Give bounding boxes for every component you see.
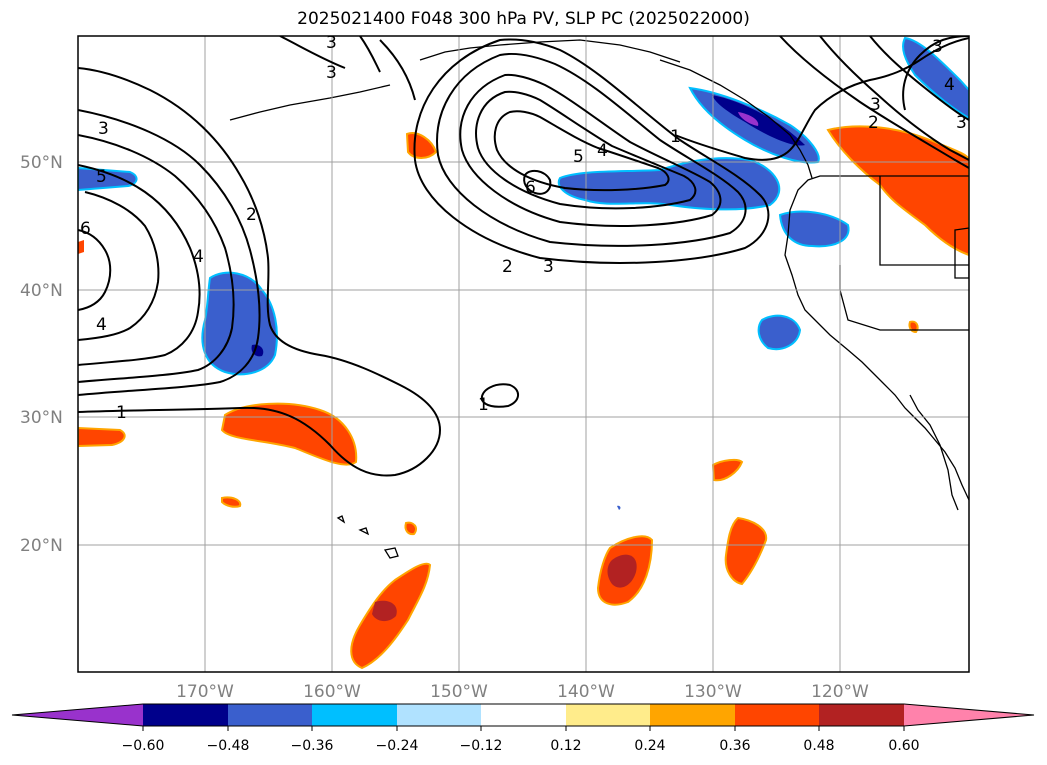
- latitude-label: 50°N: [20, 153, 63, 173]
- colorbar-tick-label: −0.24: [376, 738, 419, 754]
- colorbar-tick-label: −0.12: [460, 738, 503, 754]
- colorbar-tick-label: −0.36: [291, 738, 334, 754]
- contour-label: 1: [478, 395, 489, 415]
- map-area: 3 3 3 5 6 2 4 4 1 2 3 5 4 6 1 1 3 2 3 4 …: [78, 33, 969, 672]
- pv-positive-shading: [78, 125, 969, 670]
- contour-label: 3: [98, 119, 109, 139]
- contour-label: 4: [597, 141, 608, 161]
- slp-contours: [78, 36, 969, 477]
- colorbar-segment: [312, 704, 397, 726]
- contour-label: 6: [525, 178, 536, 198]
- contour-label: 3: [326, 33, 337, 53]
- latitude-label: 30°N: [20, 408, 63, 428]
- coastlines: [229, 39, 969, 559]
- contour-label: 3: [870, 95, 881, 115]
- contour-label: 2: [246, 205, 257, 225]
- colorbar-segment: [566, 704, 650, 726]
- longitude-labels: 170°W 160°W 150°W 140°W 130°W 120°W: [176, 682, 869, 702]
- colorbar-arrow-right: [904, 704, 1034, 726]
- colorbar-segment: [735, 704, 819, 726]
- latitude-label: 20°N: [20, 536, 63, 556]
- colorbar-tick-label: 0.36: [719, 738, 750, 754]
- colorbar-tick-label: 0.60: [888, 738, 919, 754]
- colorbar-tick-label: 0.24: [634, 738, 665, 754]
- colorbar-segment: [819, 704, 904, 726]
- longitude-label: 170°W: [176, 682, 234, 702]
- longitude-label: 130°W: [684, 682, 742, 702]
- colorbar-tick-label: 0.48: [803, 738, 834, 754]
- contour-label: 3: [932, 37, 943, 57]
- longitude-label: 140°W: [557, 682, 615, 702]
- longitude-label: 120°W: [811, 682, 869, 702]
- colorbar-segment: [481, 704, 566, 726]
- longitude-label: 150°W: [430, 682, 488, 702]
- contour-label: 4: [193, 247, 204, 267]
- contour-label: 4: [96, 315, 107, 335]
- colorbar-segment: [143, 704, 228, 726]
- colorbar-arrow-left: [12, 704, 143, 726]
- colorbar: −0.60 −0.48 −0.36 −0.24 −0.12 0.12 0.24 …: [11, 703, 1035, 754]
- colorbar-tick-label: −0.60: [122, 738, 165, 754]
- map-frame: [77, 35, 970, 673]
- contour-label: 1: [116, 403, 127, 423]
- contour-label: 2: [868, 113, 879, 133]
- latitude-label: 40°N: [20, 281, 63, 301]
- contour-label: 5: [96, 167, 107, 187]
- contour-labels: 3 3 3 5 6 2 4 4 1 2 3 5 4 6 1 1 3 2 3 4 …: [80, 33, 967, 423]
- colorbar-segment: [228, 704, 312, 726]
- contour-label: 1: [670, 127, 681, 147]
- contour-label: 6: [80, 219, 91, 239]
- colorbar-segment: [650, 704, 735, 726]
- contour-label: 3: [326, 63, 337, 83]
- pv-negative-shading: [78, 36, 969, 510]
- longitude-label: 160°W: [303, 682, 361, 702]
- contour-label: 2: [502, 257, 513, 277]
- contour-label: 3: [543, 257, 554, 277]
- contour-label: 3: [956, 113, 967, 133]
- latitude-labels: 50°N 40°N 30°N 20°N: [20, 153, 63, 556]
- map-title: 2025021400 F048 300 hPa PV, SLP PC (2025…: [297, 9, 750, 29]
- contour-label: 4: [944, 75, 955, 95]
- colorbar-segment: [397, 704, 481, 726]
- colorbar-tick-label: 0.12: [550, 738, 581, 754]
- colorbar-tick-label: −0.48: [207, 738, 250, 754]
- contour-label: 5: [573, 147, 584, 167]
